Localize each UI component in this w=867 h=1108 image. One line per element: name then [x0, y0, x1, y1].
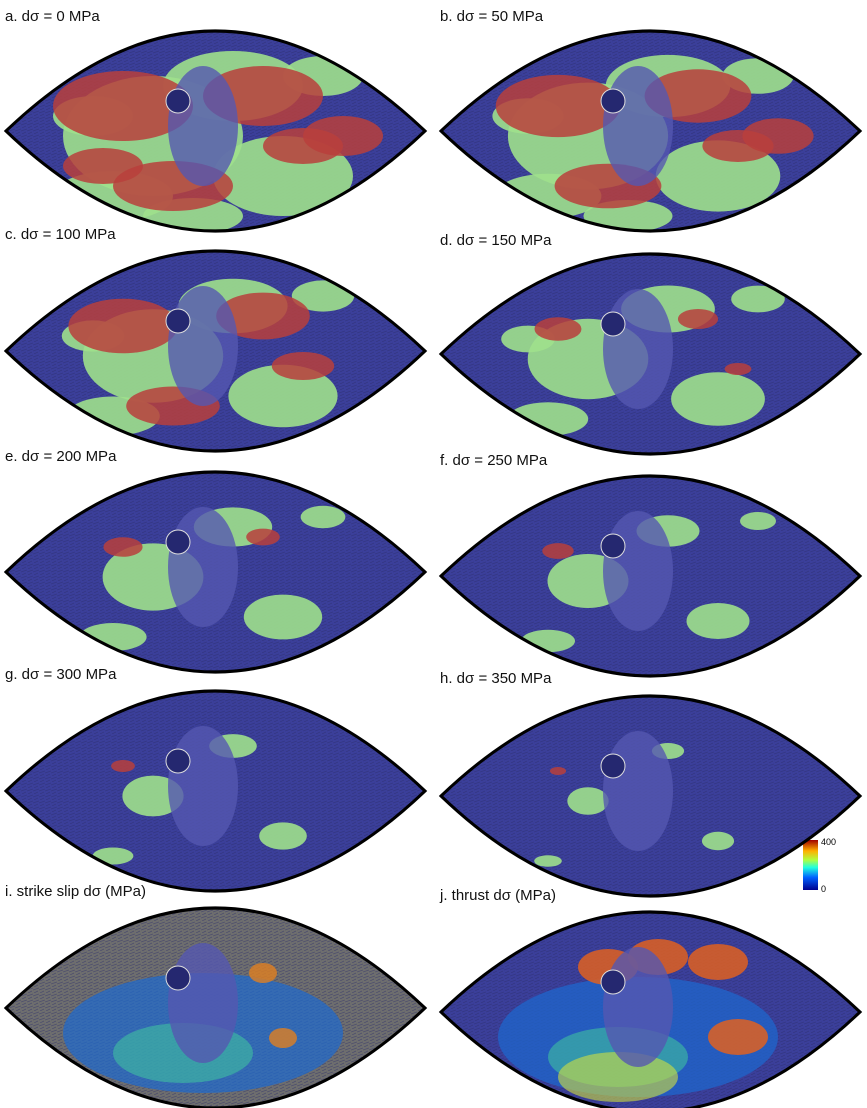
map-content [438, 691, 863, 901]
panel-label: c. dσ = 100 MPa [5, 226, 116, 243]
map-content [438, 471, 863, 681]
crater [166, 530, 190, 554]
panel-label: j. thrust dσ (MPa) [440, 887, 556, 904]
basin [168, 66, 238, 186]
basin [168, 726, 238, 846]
heat-zone [269, 1028, 297, 1048]
red-zone [103, 537, 142, 557]
basin [603, 947, 673, 1067]
map-content [3, 246, 428, 456]
green-zone [567, 787, 608, 815]
red-zone [550, 767, 566, 775]
map-content [3, 686, 428, 896]
panel-label: h. dσ = 350 MPa [440, 670, 551, 687]
map-panel [438, 907, 863, 1108]
crater [601, 312, 625, 336]
green-zone [244, 595, 322, 640]
green-zone [687, 603, 750, 639]
red-zone [725, 363, 752, 375]
heat-zone [688, 944, 748, 980]
map-content [438, 26, 863, 236]
panel-label: i. strike slip dσ (MPa) [5, 883, 146, 900]
map-panel [438, 26, 863, 236]
red-zone [272, 352, 334, 380]
colorbar [803, 840, 818, 890]
basin [603, 289, 673, 409]
colorbar-max: 400 [821, 837, 836, 847]
green-zone [259, 822, 307, 849]
green-zone [534, 855, 562, 867]
red-zone [63, 148, 143, 184]
crater [166, 89, 190, 113]
heat-zone [249, 963, 277, 983]
map-content [3, 467, 428, 677]
crater [166, 309, 190, 333]
crater [601, 754, 625, 778]
crater [601, 970, 625, 994]
colorbar-min: 0 [821, 884, 826, 894]
map-panel [3, 467, 428, 677]
map-panel [438, 691, 863, 901]
map-panel [3, 246, 428, 456]
red-zone [68, 299, 177, 354]
map-panel [438, 249, 863, 459]
green-zone [702, 832, 734, 850]
map-content [3, 26, 428, 236]
map-panel [3, 686, 428, 896]
map-content [3, 903, 428, 1108]
panel-label: e. dσ = 200 MPa [5, 448, 116, 465]
map-panel [438, 471, 863, 681]
green-zone [93, 848, 134, 865]
panel-label: f. dσ = 250 MPa [440, 452, 547, 469]
crater [166, 749, 190, 773]
crater [601, 89, 625, 113]
red-zone [246, 529, 280, 546]
green-zone [740, 512, 776, 530]
crater [166, 966, 190, 990]
panel-label: b. dσ = 50 MPa [440, 8, 543, 25]
green-zone [671, 372, 765, 426]
red-zone [678, 309, 718, 329]
maps: 400 0 [0, 0, 867, 1108]
heat-zone [708, 1019, 768, 1055]
crater [601, 534, 625, 558]
basin [168, 507, 238, 627]
red-zone [542, 543, 574, 559]
basin [603, 66, 673, 186]
map-panel [3, 26, 428, 236]
panel-label: g. dσ = 300 MPa [5, 666, 116, 683]
green-zone [301, 506, 346, 528]
basin [168, 943, 238, 1063]
red-zone [111, 760, 135, 772]
red-zone [535, 317, 582, 340]
figure: 400 0 a. dσ = 0 MPa b. dσ = 50 MPa c. dσ =… [0, 0, 867, 1108]
basin [603, 731, 673, 851]
red-zone [742, 118, 813, 154]
basin [168, 286, 238, 406]
map-panel [3, 903, 428, 1108]
red-zone [303, 116, 383, 156]
map-content [438, 907, 863, 1108]
panel-label: a. dσ = 0 MPa [5, 8, 100, 25]
panel-label: d. dσ = 150 MPa [440, 232, 551, 249]
basin [603, 511, 673, 631]
map-content [438, 249, 863, 459]
heat-zone [558, 1052, 678, 1102]
